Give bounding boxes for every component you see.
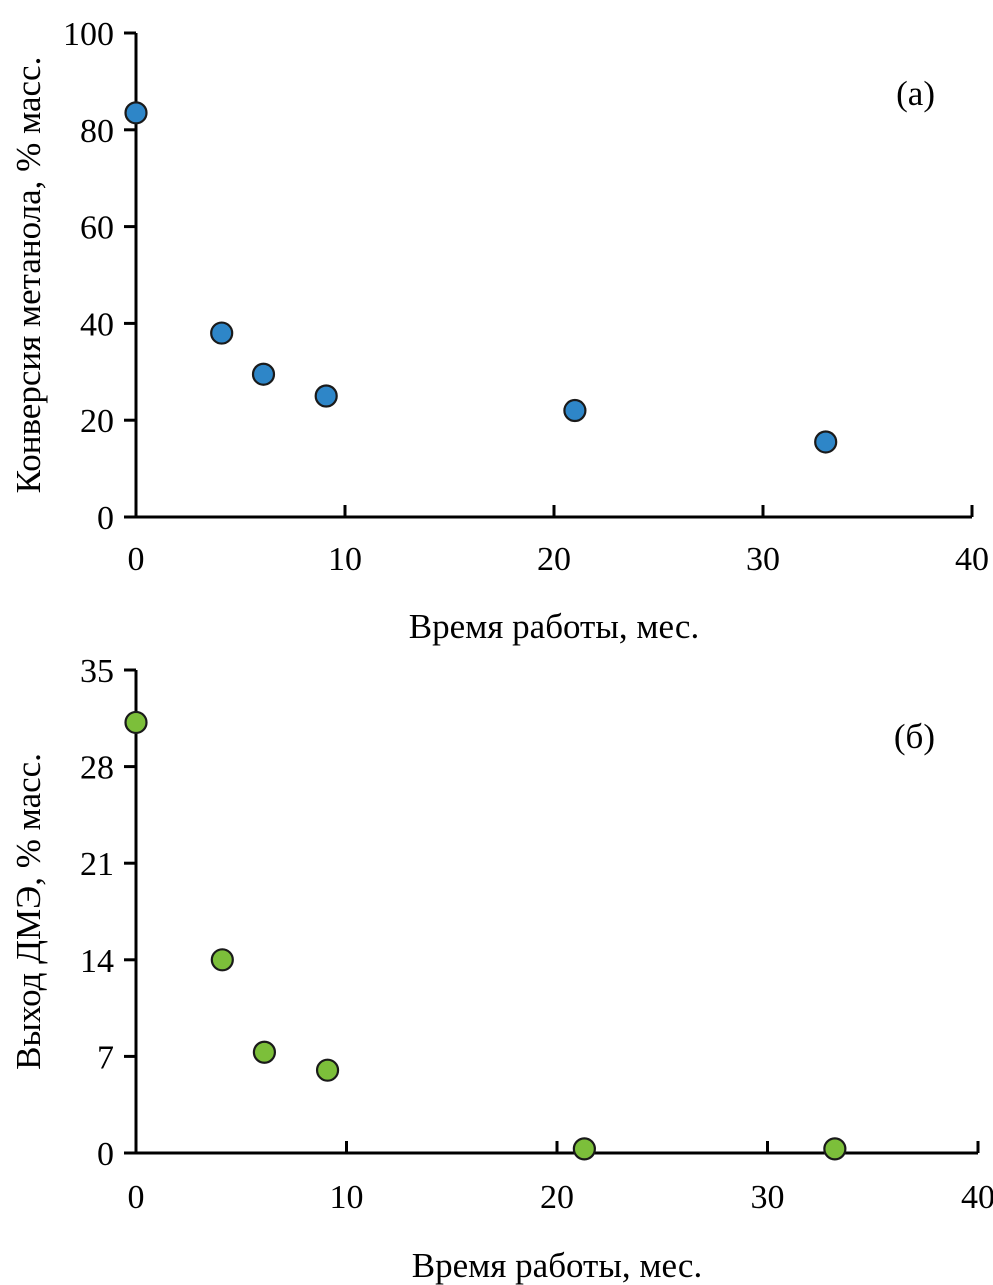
chart-panel-1: 0 20 40 60 80 100 0 10 20 30 40 Время работы, мес. К…: [9, 16, 989, 646]
data-point: [210, 321, 234, 345]
y-tick-label: 20: [80, 403, 114, 440]
y-tick-label: 21: [80, 846, 114, 883]
x-tick-label: 0: [128, 541, 145, 578]
y-tick-label: 14: [80, 943, 114, 980]
data-point: [823, 1137, 847, 1161]
x-tick-label: 20: [537, 541, 571, 578]
y-tick-label: 28: [80, 750, 114, 787]
x-tick-label: 40: [961, 1179, 993, 1216]
chart-panel-2: 0 7 14 21 28 35 0 10 20 30 40 Время работы, мес. Вых…: [9, 653, 993, 1285]
x-axis-title: Время работы, мес.: [409, 607, 699, 646]
y-tick-label: 0: [97, 1136, 114, 1173]
panel-label: (б): [894, 717, 935, 756]
data-point: [314, 384, 338, 408]
data-point: [315, 1058, 340, 1082]
x-tick-label: 20: [540, 1179, 574, 1216]
x-tick-label: 30: [751, 1179, 785, 1216]
x-tick-label: 30: [746, 541, 780, 578]
data-point: [124, 101, 148, 125]
x-tick-label: 0: [128, 1179, 145, 1216]
x-tick-label: 40: [955, 541, 989, 578]
y-tick-label: 40: [80, 306, 114, 343]
y-tick-label: 100: [63, 16, 114, 53]
y-tick-label: 0: [97, 500, 114, 537]
x-tick-label: 10: [330, 1179, 364, 1216]
y-axis-title: Конверсия метанола, % масс.: [9, 57, 48, 494]
data-point: [124, 710, 148, 735]
y-axis-title: Выход ДМЭ, % масс.: [9, 753, 48, 1070]
y-tick-label: 60: [80, 210, 114, 247]
panel-label: (a): [896, 74, 935, 113]
data-point: [210, 948, 234, 972]
y-tick-label: 7: [97, 1039, 114, 1076]
y-tick-label: 80: [80, 113, 114, 150]
data-point: [572, 1137, 596, 1161]
x-tick-label: 10: [328, 541, 362, 578]
data-point: [252, 1040, 277, 1064]
data-point: [251, 362, 276, 386]
x-axis-title: Время работы, мес.: [412, 1246, 702, 1285]
y-tick-label: 35: [80, 653, 114, 690]
data-point: [563, 398, 587, 423]
data-point: [814, 430, 838, 454]
